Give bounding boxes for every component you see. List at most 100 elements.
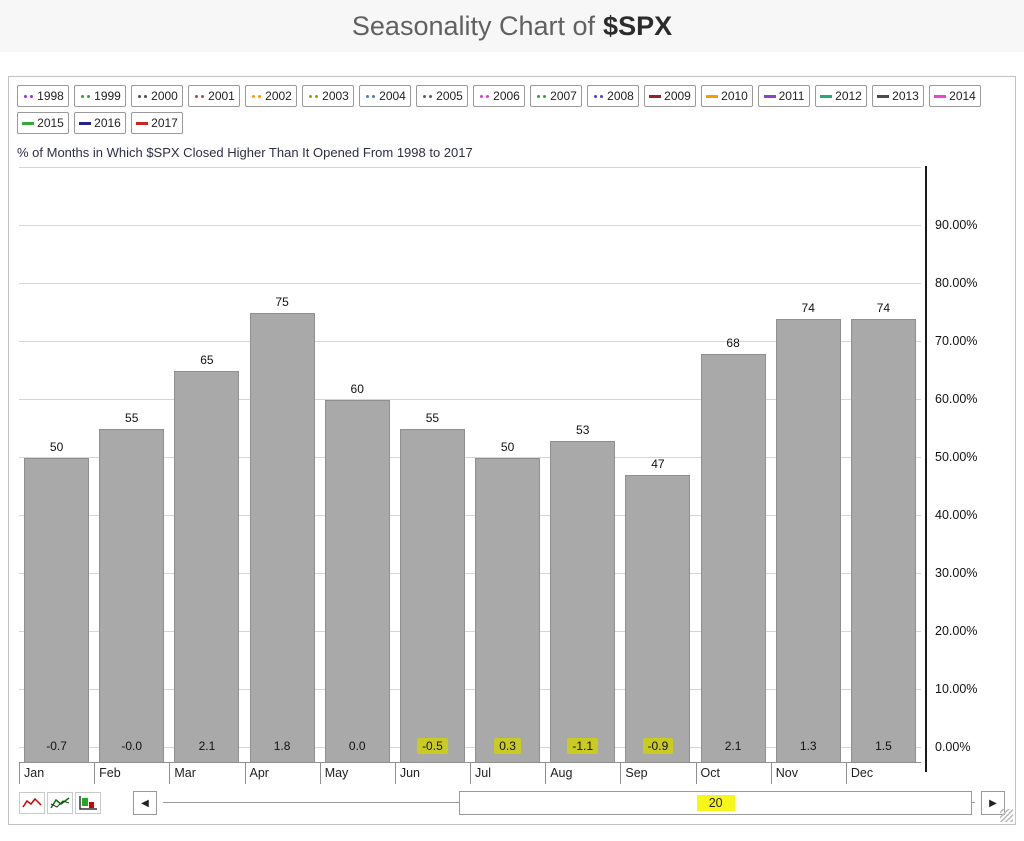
year-button-2016[interactable]: 2016 (74, 112, 126, 134)
year-button-2002[interactable]: 2002 (245, 85, 297, 107)
page-title-symbol: $SPX (603, 10, 673, 41)
avg-change-cell: 2.1 (696, 739, 771, 753)
year-button-2009[interactable]: 2009 (644, 85, 696, 107)
bar-value-label: 50 (500, 440, 515, 454)
gridline (19, 341, 921, 342)
line-chart-green-icon[interactable] (47, 792, 73, 814)
slider-thumb[interactable]: 20 (459, 791, 972, 815)
year-button-2001[interactable]: 2001 (188, 85, 240, 107)
bar-value-label: 55 (425, 411, 440, 425)
bar-value-label: 74 (876, 300, 891, 315)
avg-change-label: -0.0 (121, 739, 143, 753)
year-label: 2008 (607, 89, 634, 103)
slider-value-label: 20 (696, 795, 735, 811)
year-button-2010[interactable]: 2010 (701, 85, 753, 107)
year-button-2013[interactable]: 2013 (872, 85, 924, 107)
year-button-2000[interactable]: 2000 (131, 85, 183, 107)
year-button-2012[interactable]: 2012 (815, 85, 867, 107)
year-button-2007[interactable]: 2007 (530, 85, 582, 107)
avg-change-label: 1.8 (273, 739, 291, 753)
year-label: 2012 (835, 89, 862, 103)
avg-change-label: 0.0 (348, 739, 366, 753)
year-label: 2007 (550, 89, 577, 103)
page-title-prefix: Seasonality Chart of (351, 10, 596, 41)
y-axis-tick-label: 60.00% (935, 392, 978, 406)
dash-marker-icon (136, 119, 149, 128)
year-label: 2004 (379, 89, 406, 103)
avg-change-label: -1.1 (567, 738, 599, 754)
gridline (19, 457, 921, 458)
year-button-2005[interactable]: 2005 (416, 85, 468, 107)
avg-change-label: 2.1 (198, 739, 216, 753)
year-button-2004[interactable]: 2004 (359, 85, 411, 107)
year-label: 2002 (265, 89, 292, 103)
month-axis: Jan Feb Mar Apr May Jun Jul Aug Sep Oct Nov Dec (19, 762, 921, 784)
year-button-1999[interactable]: 1999 (74, 85, 126, 107)
chart-panel: 1998 1999 2000 2001 2002 2003 2004 2005 2006 2007… (8, 76, 1016, 825)
year-button-2017[interactable]: 2017 (131, 112, 183, 134)
year-button-2008[interactable]: 2008 (587, 85, 639, 107)
resize-handle-icon[interactable] (1000, 809, 1013, 822)
y-axis-tick-label: 50.00% (935, 450, 978, 464)
avg-change-cell: 1.3 (771, 739, 846, 753)
dots-marker-icon (250, 92, 263, 101)
avg-change-cell: 1.8 (245, 739, 320, 753)
line-chart-red-icon[interactable] (19, 792, 45, 814)
year-button-2003[interactable]: 2003 (302, 85, 354, 107)
year-label: 2010 (721, 89, 748, 103)
avg-change-cell: -1.1 (545, 738, 620, 754)
left-arrow-icon: ◀ (141, 797, 149, 809)
bar-mar (174, 371, 240, 762)
year-label: 2000 (151, 89, 178, 103)
dots-marker-icon (478, 92, 491, 101)
y-axis-tick-label: 80.00% (935, 276, 978, 290)
bar-nov (775, 318, 841, 762)
y-axis-tick-label: 30.00% (935, 566, 978, 580)
year-label: 2009 (664, 89, 691, 103)
bar-value-label: 60 (350, 382, 364, 396)
avg-change-label: 1.5 (875, 739, 892, 753)
avg-change-cell: 0.3 (470, 738, 545, 754)
year-button-2011[interactable]: 2011 (758, 85, 810, 107)
bar-apr (249, 313, 315, 762)
avg-change-cell: -0.9 (620, 738, 695, 754)
month-label: Jul (470, 763, 545, 784)
year-label: 1998 (37, 89, 64, 103)
scroll-right-button[interactable]: ▶ (981, 791, 1005, 815)
dash-marker-icon (820, 92, 833, 101)
bar-value-label: 74 (801, 300, 815, 315)
year-button-2014[interactable]: 2014 (929, 85, 981, 107)
bar-jan (24, 458, 90, 762)
y-axis-tick-label: 70.00% (935, 334, 978, 348)
avg-change-label: -0.9 (642, 738, 674, 754)
y-axis-tick-label: 20.00% (935, 624, 978, 638)
avg-change-label: 0.3 (494, 738, 521, 754)
year-button-2015[interactable]: 2015 (17, 112, 69, 134)
bar-aug (550, 440, 616, 762)
year-label: 1999 (94, 89, 121, 103)
gridline (19, 225, 921, 226)
bar-oct (700, 353, 766, 762)
y-axis-line (925, 166, 927, 772)
dash-marker-icon (706, 92, 719, 101)
bar-may (324, 400, 390, 762)
bar-chart-icon[interactable] (75, 792, 101, 814)
dash-marker-icon (22, 119, 35, 128)
year-range-slider[interactable]: 20 (163, 791, 975, 815)
scroll-left-button[interactable]: ◀ (133, 791, 157, 815)
dash-marker-icon (877, 92, 890, 101)
page-title: Seasonality Chart of $SPX (0, 0, 1024, 52)
month-label: Jan (19, 763, 94, 784)
year-label: 2001 (208, 89, 235, 103)
month-label: Mar (169, 763, 244, 784)
year-label: 2013 (892, 89, 919, 103)
y-axis-tick-label: 40.00% (935, 508, 978, 522)
year-button-1998[interactable]: 1998 (17, 85, 69, 107)
gridline (19, 283, 921, 284)
year-button-2006[interactable]: 2006 (473, 85, 525, 107)
month-label: Sep (620, 763, 695, 784)
year-label: 2006 (493, 89, 520, 103)
month-label: Feb (94, 763, 169, 784)
bar-value-label: 75 (275, 295, 289, 309)
avg-change-label: -0.7 (46, 739, 67, 753)
